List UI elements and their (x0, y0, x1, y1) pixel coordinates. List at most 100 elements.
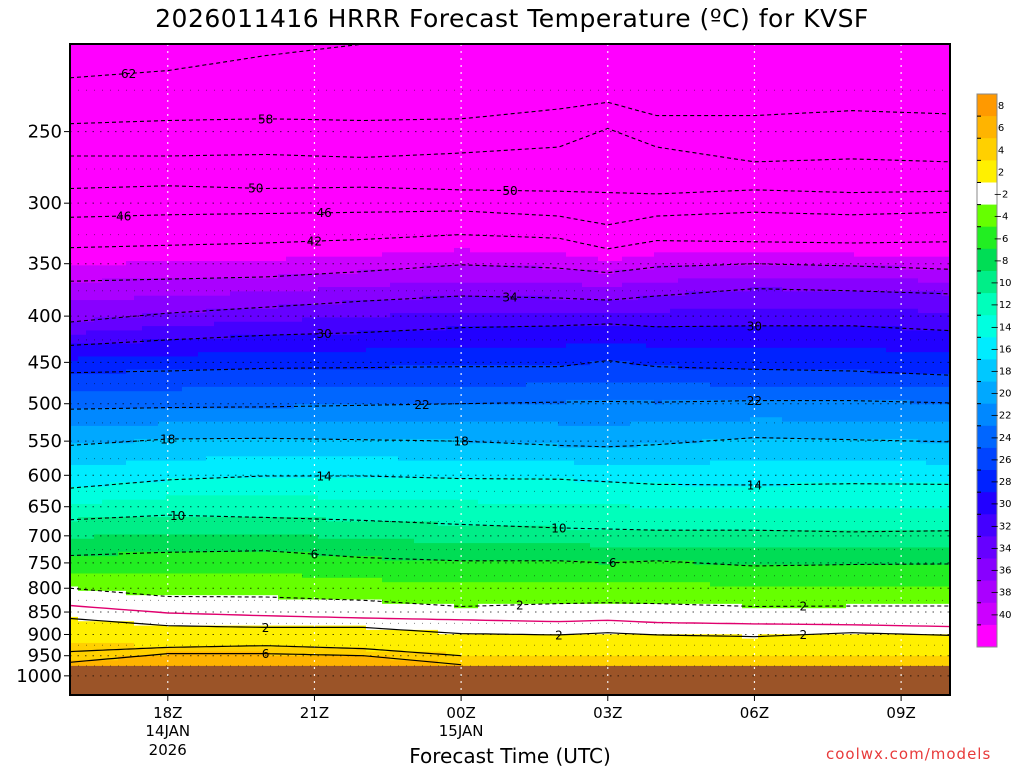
temperature-cell (678, 369, 687, 384)
temperature-cell (486, 525, 495, 544)
temperature-cell (734, 265, 743, 279)
temperature-cell (878, 308, 887, 327)
temperature-cell (230, 261, 239, 279)
temperature-cell (646, 313, 655, 327)
temperature-cell (366, 521, 375, 540)
temperature-cell (702, 265, 711, 279)
temperature-cell (270, 495, 279, 518)
temperature-cell (422, 313, 431, 332)
temperature-cell (366, 369, 375, 388)
contour-line (70, 101, 950, 125)
temperature-cell (342, 386, 351, 405)
temperature-cell (862, 291, 871, 310)
temperature-cell (918, 443, 927, 462)
temperature-cell (382, 317, 391, 332)
temperature-cell (718, 564, 727, 588)
temperature-cell (670, 530, 679, 549)
temperature-cell (366, 317, 375, 332)
temperature-cell (526, 404, 535, 423)
temperature-cell (334, 478, 343, 501)
temperature-cell (734, 564, 743, 588)
temperature-cell (526, 603, 535, 635)
temperature-cell (614, 603, 623, 635)
temperature-cell (886, 547, 895, 566)
temperature-cell (598, 482, 607, 505)
temperature-cell (206, 352, 215, 371)
temperature-cell (622, 603, 631, 635)
temperature-cell (486, 603, 495, 635)
temperature-cell (422, 543, 431, 562)
credit-link[interactable]: coolwx.com/models (826, 745, 992, 763)
temperature-cell (70, 391, 79, 410)
temperature-cell (278, 369, 287, 388)
temperature-cell (222, 438, 231, 457)
temperature-cell (702, 582, 711, 605)
contour-line (70, 645, 462, 657)
temperature-cell (326, 369, 335, 388)
temperature-cell (774, 634, 783, 657)
temperature-cell (678, 443, 687, 466)
temperature-cell (406, 365, 415, 388)
temperature-cell (454, 347, 463, 366)
temperature-cell (254, 386, 263, 410)
temperature-cell (438, 252, 447, 266)
temperature-cell (798, 634, 807, 657)
temperature-cell (854, 44, 863, 258)
temperature-cell (214, 595, 223, 627)
temperature-cell (694, 308, 703, 327)
temperature-cell (190, 534, 199, 553)
temperature-cell (390, 651, 399, 661)
temperature-cell (254, 278, 263, 292)
temperature-cell (870, 386, 879, 401)
temperature-cell (406, 603, 415, 631)
temperature-cell (454, 582, 463, 609)
temperature-cell (406, 330, 415, 349)
temperature-cell (710, 547, 719, 566)
temperature-cell (142, 278, 151, 297)
temperature-cell (614, 261, 623, 271)
temperature-cell (638, 256, 647, 271)
temperature-cell (774, 347, 783, 371)
temperature-cell (518, 347, 527, 366)
temperature-cell (350, 352, 359, 371)
temperature-cell (294, 456, 303, 479)
temperature-cell (702, 530, 711, 549)
temperature-cell (358, 625, 367, 648)
temperature-cell (782, 438, 791, 462)
temperature-cell (286, 386, 295, 410)
temperature-cell (134, 438, 143, 462)
temperature-cell (590, 300, 599, 314)
temperature-cell (934, 269, 943, 284)
temperature-cell (102, 534, 111, 557)
temperature-cell (302, 44, 311, 258)
temperature-cell (414, 347, 423, 366)
temperature-cell (270, 386, 279, 410)
temperature-cell (126, 330, 135, 345)
temperature-cell (894, 373, 903, 388)
temperature-cell (86, 573, 95, 592)
temperature-cell (598, 399, 607, 427)
colorbar-swatch (977, 337, 997, 360)
temperature-cell (622, 425, 631, 449)
colorbar-swatch (977, 94, 997, 117)
temperature-cell (838, 399, 847, 423)
temperature-cell (518, 326, 527, 349)
temperature-cell (502, 560, 511, 583)
temperature-cell (854, 399, 863, 423)
temperature-cell (558, 282, 567, 301)
temperature-cell (86, 321, 95, 332)
temperature-cell (278, 304, 287, 323)
temperature-cell (174, 408, 183, 423)
temperature-cell (270, 573, 279, 596)
temperature-cell (302, 625, 311, 648)
temperature-cell (862, 655, 871, 674)
temperature-cell (662, 252, 671, 266)
temperature-cell (790, 308, 799, 327)
temperature-cell (870, 655, 879, 674)
temperature-cell (742, 386, 751, 401)
temperature-cell (742, 486, 751, 509)
temperature-cell (702, 291, 711, 310)
temperature-cell (686, 252, 695, 266)
temperature-cell (166, 261, 175, 279)
temperature-cell (118, 482, 127, 501)
